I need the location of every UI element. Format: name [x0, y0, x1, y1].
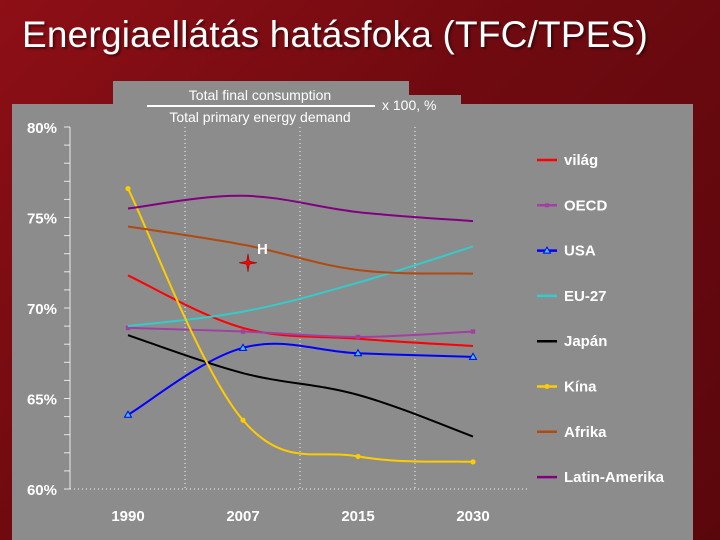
series-line — [127, 326, 474, 338]
formula-box-tail — [409, 95, 461, 121]
formula-box — [113, 81, 409, 125]
series-line — [127, 194, 474, 223]
series-marker — [355, 334, 361, 340]
legend-label: Afrika — [564, 424, 607, 441]
legend-label: Japán — [564, 333, 607, 350]
fraction-line — [147, 105, 375, 107]
series-marker — [125, 325, 131, 331]
series-line — [127, 245, 474, 328]
legend-label: EU-27 — [564, 288, 607, 305]
x-tick-label: 1990 — [111, 508, 144, 525]
legend-label: Latin-Amerika — [564, 469, 665, 486]
formula-denominator: Total primary energy demand — [169, 109, 351, 125]
legend-label: USA — [564, 243, 596, 260]
series-marker — [470, 459, 476, 465]
y-tick-label: 75% — [27, 211, 57, 228]
annotation-label: H — [257, 241, 268, 258]
legend-marker — [545, 203, 549, 208]
series-line — [127, 334, 474, 438]
legend-marker — [544, 384, 550, 389]
x-tick-label: 2030 — [456, 508, 489, 525]
series-marker — [240, 329, 246, 334]
legend-marker — [542, 246, 552, 254]
y-tick-label: 80% — [27, 120, 57, 137]
series-line — [127, 342, 474, 416]
page-title: Energiaellátás hatásfoka (TFC/TPES) — [22, 14, 648, 55]
series-marker — [240, 417, 246, 423]
series-line — [127, 188, 474, 463]
formula-numerator: Total final consumption — [188, 87, 332, 103]
annotation-star-icon — [238, 253, 258, 272]
series-marker — [238, 343, 248, 351]
legend-label: világ — [564, 152, 598, 169]
series-marker — [353, 348, 363, 357]
series-marker — [470, 329, 476, 334]
x-tick-label: 2007 — [226, 508, 259, 525]
formula-multiplier: x 100, % — [382, 97, 437, 113]
y-tick-label: 70% — [27, 301, 57, 318]
series-marker — [355, 453, 361, 460]
series-marker — [123, 410, 133, 418]
series-line — [127, 225, 474, 275]
x-tick-label: 2015 — [341, 508, 374, 525]
legend-label: OECD — [564, 197, 608, 214]
legend-label: Kína — [564, 379, 597, 396]
chart-panel — [12, 104, 693, 540]
y-tick-label: 65% — [27, 392, 57, 409]
series-line — [127, 274, 474, 348]
y-tick-label: 60% — [27, 482, 57, 499]
series-marker — [125, 185, 131, 192]
series-marker — [468, 352, 478, 360]
